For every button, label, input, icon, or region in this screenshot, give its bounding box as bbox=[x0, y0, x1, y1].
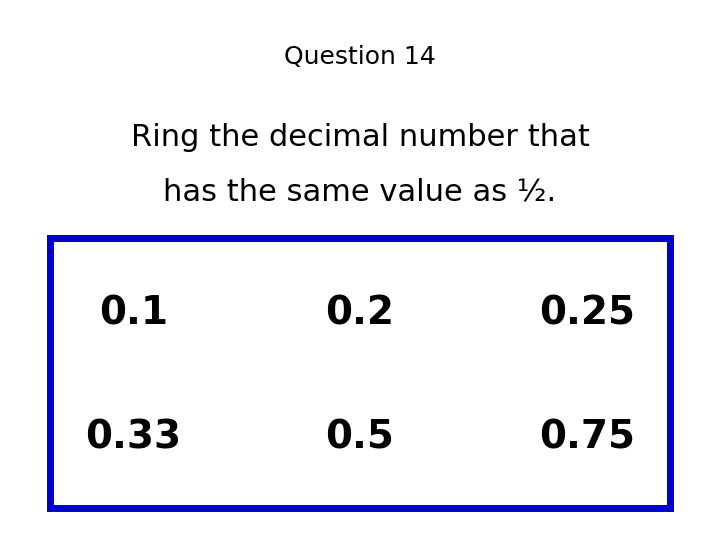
Text: 0.5: 0.5 bbox=[325, 418, 395, 456]
Text: 0.1: 0.1 bbox=[99, 294, 168, 332]
Text: 0.2: 0.2 bbox=[325, 294, 395, 332]
Text: Ring the decimal number that: Ring the decimal number that bbox=[130, 123, 590, 152]
Text: Question 14: Question 14 bbox=[284, 45, 436, 69]
Text: 0.33: 0.33 bbox=[85, 418, 181, 456]
Text: has the same value as ½.: has the same value as ½. bbox=[163, 177, 557, 206]
Text: 0.75: 0.75 bbox=[539, 418, 635, 456]
Bar bbox=[50, 238, 670, 508]
Text: 0.25: 0.25 bbox=[539, 294, 635, 332]
